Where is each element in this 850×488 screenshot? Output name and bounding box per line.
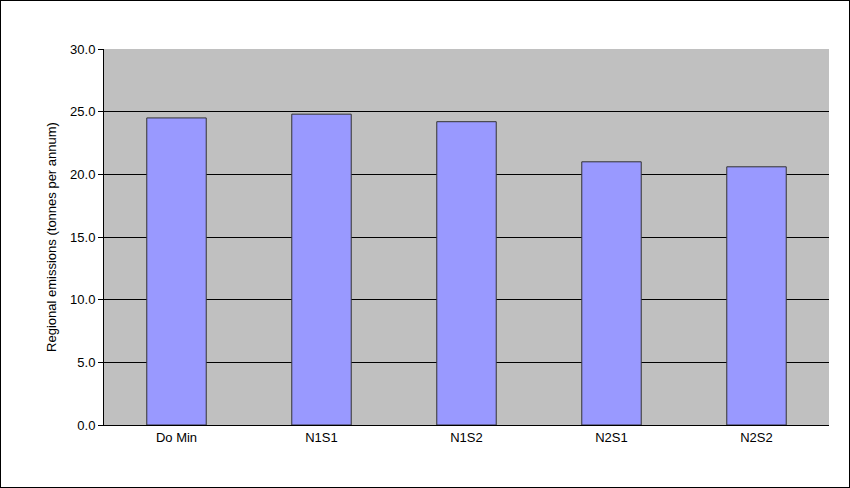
svg-text:N2S1: N2S1 bbox=[595, 430, 628, 445]
svg-text:N1S2: N1S2 bbox=[450, 430, 483, 445]
svg-text:5.0: 5.0 bbox=[77, 355, 95, 370]
svg-text:20.0: 20.0 bbox=[70, 167, 95, 182]
svg-text:10.0: 10.0 bbox=[70, 292, 95, 307]
svg-text:Do Min: Do Min bbox=[156, 430, 197, 445]
svg-text:30.0: 30.0 bbox=[70, 42, 95, 57]
svg-text:N2S2: N2S2 bbox=[740, 430, 773, 445]
svg-text:25.0: 25.0 bbox=[70, 104, 95, 119]
svg-text:N1S1: N1S1 bbox=[305, 430, 338, 445]
svg-text:Regional emissions (tonnes per: Regional emissions (tonnes per annum) bbox=[44, 122, 59, 352]
svg-text:15.0: 15.0 bbox=[70, 230, 95, 245]
svg-text:0.0: 0.0 bbox=[77, 418, 95, 433]
